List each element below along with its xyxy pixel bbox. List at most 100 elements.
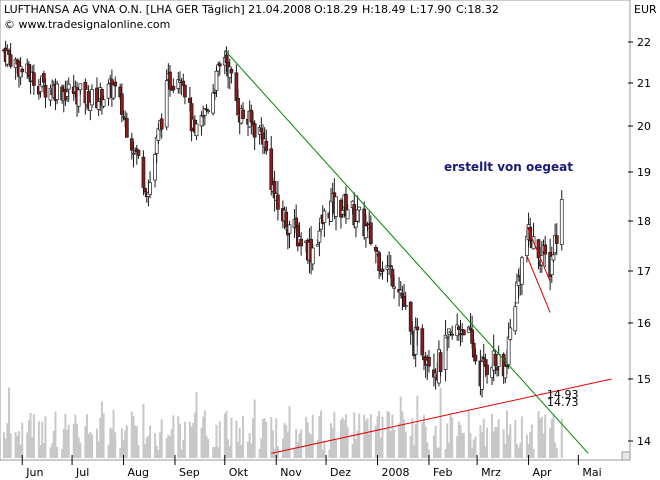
- volume-bar: [160, 419, 163, 458]
- y-tick-label: 21: [637, 77, 651, 90]
- volume-bar: [491, 413, 494, 458]
- volume-bar: [170, 429, 173, 458]
- candle-body: [310, 247, 315, 265]
- volume-bar: [135, 426, 138, 458]
- candle: [43, 78, 48, 108]
- volume-bar: [388, 412, 391, 458]
- volume-bar: [39, 444, 42, 458]
- candle-body: [201, 115, 206, 118]
- candle: [159, 113, 164, 139]
- volume-bar: [555, 448, 558, 458]
- volume-bar: [263, 418, 266, 458]
- volume-bar: [218, 421, 221, 458]
- candle: [322, 208, 327, 237]
- volume-bar: [242, 415, 245, 458]
- volume-bar: [271, 430, 274, 458]
- candle: [357, 206, 362, 223]
- candle-body: [43, 85, 48, 98]
- volume-bar: [457, 421, 460, 458]
- volume-bar: [41, 421, 44, 458]
- volume-bar: [416, 395, 419, 458]
- volume-bar: [62, 428, 65, 458]
- y-tick-label: 20: [637, 120, 651, 133]
- candle-body: [65, 91, 69, 97]
- candle-body: [420, 328, 425, 356]
- volume-bar: [258, 449, 261, 458]
- candle: [559, 189, 564, 251]
- candle: [485, 359, 489, 384]
- volume-bar: [504, 444, 507, 458]
- volume-bar: [532, 448, 535, 458]
- candle-body: [287, 224, 292, 234]
- candle-body: [204, 108, 209, 111]
- volume-bar: [333, 411, 336, 458]
- candle-body: [345, 209, 350, 220]
- volume-bar: [66, 430, 69, 458]
- volume-bar: [190, 426, 193, 458]
- candle: [206, 108, 211, 114]
- scroll-corner[interactable]: [621, 451, 631, 461]
- volume-bar: [472, 439, 475, 458]
- volume-bar: [32, 414, 35, 458]
- candle: [543, 235, 548, 268]
- candle: [20, 68, 25, 77]
- volume-bar: [552, 415, 555, 458]
- volume-bar: [225, 410, 228, 458]
- candle: [364, 214, 368, 248]
- candle-body: [513, 306, 518, 332]
- volume-bar: [421, 422, 424, 458]
- candle-body: [131, 152, 136, 155]
- volume-bar: [542, 433, 545, 458]
- y-tick-label: 17: [637, 265, 651, 278]
- volume-bar: [376, 416, 379, 458]
- volume-bar: [486, 427, 489, 458]
- volume-bar: [439, 387, 442, 458]
- candle-body: [427, 356, 431, 367]
- volume-bar: [16, 435, 19, 458]
- candle: [136, 149, 141, 159]
- volume-bar: [86, 414, 88, 458]
- volume-bar: [44, 416, 47, 458]
- candle-body: [357, 206, 362, 211]
- candle-body: [378, 271, 383, 274]
- candle: [217, 61, 222, 76]
- candle-body: [66, 83, 71, 90]
- volume-bar: [172, 415, 175, 458]
- candle: [229, 67, 234, 84]
- candle-body: [20, 68, 25, 73]
- candle-body: [481, 357, 486, 360]
- header-open: O:18.29: [314, 3, 358, 16]
- candle-body: [496, 353, 501, 367]
- candle: [284, 206, 289, 231]
- volume-bar: [54, 411, 57, 458]
- candle-body: [322, 210, 327, 223]
- x-tick-label: Sep: [179, 466, 200, 479]
- candle-body: [41, 73, 46, 83]
- x-tick-label: Jul: [75, 466, 89, 479]
- volume-bar: [339, 419, 342, 458]
- volume-bar: [432, 435, 435, 458]
- volume-bar: [474, 436, 477, 458]
- candle: [380, 261, 385, 280]
- author-annotation: erstellt von oegeat: [444, 160, 573, 174]
- header-title: LUFTHANSA AG VNA O.N. [LHA GER Täglich] …: [4, 3, 311, 16]
- volume-bar: [195, 391, 198, 458]
- volume-bar: [112, 409, 115, 458]
- candle-body: [388, 265, 393, 267]
- volume-bar: [84, 426, 87, 458]
- candle: [551, 252, 556, 263]
- volume-bar: [165, 437, 168, 458]
- volume-bar: [260, 438, 263, 458]
- candle: [554, 223, 559, 256]
- volume-bar: [124, 430, 127, 458]
- candle-body: [55, 83, 59, 100]
- volume-bar: [205, 435, 208, 458]
- x-tick-label: Nov: [280, 466, 302, 479]
- candle-body: [505, 365, 509, 368]
- volume-bar: [273, 448, 276, 458]
- candle-body: [241, 109, 245, 119]
- volume-bar: [318, 415, 321, 458]
- candle: [120, 83, 124, 123]
- candle-body: [143, 188, 147, 193]
- volume-bar: [331, 428, 334, 458]
